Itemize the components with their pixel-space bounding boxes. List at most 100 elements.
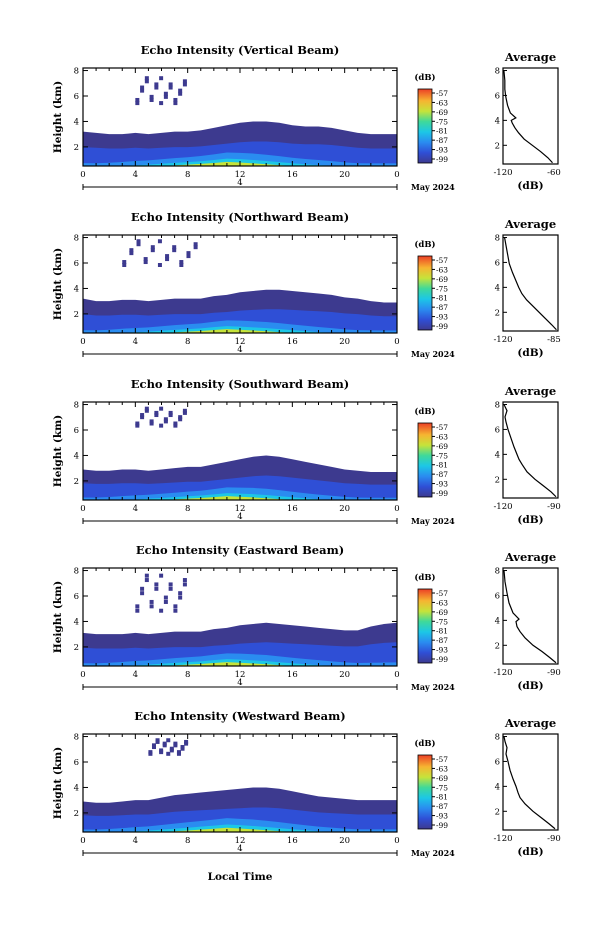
avg-y-tick-label: 4 [495, 782, 500, 792]
avg-frame [502, 567, 559, 665]
avg-profile-line [503, 237, 557, 331]
colorbar-tick-label: -63 [436, 598, 448, 607]
colorbar-tick-label: -57 [436, 589, 448, 598]
y-tick-label: 4 [74, 783, 79, 793]
panel-title: Echo Intensity (Eastward Beam) [136, 543, 344, 557]
avg-x-tick-label: -120 [493, 502, 512, 512]
echo-speck [135, 97, 140, 102]
x-tick-label: 0 [394, 504, 399, 514]
avg-title: Average [504, 550, 556, 564]
echo-speck [182, 578, 187, 583]
colorbar [417, 255, 433, 331]
day-marker: 4 [237, 178, 242, 188]
avg-y-tick-label: 6 [495, 91, 500, 101]
colorbar-tick-label: -93 [436, 646, 448, 655]
y-tick-label: 6 [74, 92, 79, 102]
echo-speck [165, 257, 170, 262]
echo-speck [173, 423, 178, 428]
x-tick-label: 12 [235, 670, 246, 680]
avg-y-tick-label: 2 [495, 641, 500, 651]
avg-frame [502, 401, 559, 499]
colorbar [417, 754, 433, 830]
x-tick-label: 0 [80, 836, 85, 846]
echo-speck [182, 82, 187, 87]
panel-3: Echo Intensity (Eastward Beam) 0 4 8 12 16 20 0… [52, 543, 561, 692]
y-tick-label: 4 [74, 451, 79, 461]
y-tick-label: 4 [74, 284, 79, 294]
avg-y-tick-label: 2 [495, 475, 500, 485]
avg-profile-line [503, 70, 553, 164]
echo-speck [135, 604, 140, 609]
colorbar-label: (dB) [414, 72, 435, 83]
echo-speck [193, 242, 198, 247]
colorbar-tick-label: -93 [436, 146, 448, 155]
avg-profile-line [503, 736, 556, 830]
colorbar-tick-label: -81 [436, 127, 448, 136]
echo-speck [165, 254, 170, 259]
echo-speck [186, 251, 191, 256]
echo-speck [166, 738, 171, 743]
echo-speck [179, 263, 184, 267]
y-tick-label: 4 [74, 617, 79, 627]
avg-title: Average [504, 217, 556, 231]
echo-heatmap [83, 76, 397, 166]
colorbar-tick-label: -87 [436, 802, 448, 811]
colorbar-tick-label: -69 [436, 774, 448, 783]
y-tick-label: 8 [74, 733, 79, 743]
echo-speck [149, 421, 154, 426]
avg-x-tick-label: -120 [493, 668, 512, 678]
echo-speck [163, 417, 168, 422]
colorbar-tick-label: -63 [436, 265, 448, 274]
colorbar-tick-label: -99 [436, 322, 448, 331]
echo-heatmap [83, 738, 397, 832]
avg-x-tick-label: -85 [547, 335, 561, 345]
colorbar-label: (dB) [414, 572, 435, 583]
colorbar-tick-label: -75 [436, 284, 448, 293]
echo-speck [178, 591, 183, 596]
echo-speck [148, 750, 153, 755]
date-label: May 2024 [411, 182, 455, 192]
avg-y-tick-label: 4 [495, 450, 500, 460]
echo-speck [140, 85, 145, 90]
echo-speck [179, 260, 184, 265]
echo-speck [149, 97, 154, 102]
echo-speck [157, 263, 162, 267]
avg-frame [502, 234, 559, 332]
avg-x-tick-label: -120 [493, 168, 512, 178]
avg-y-tick-label: 6 [495, 757, 500, 767]
colorbar-tick-label: -81 [436, 793, 448, 802]
echo-speck [168, 586, 173, 591]
avg-y-tick-label: 8 [495, 233, 500, 243]
echo-speck [173, 608, 178, 613]
colorbar-tick-label: -63 [436, 432, 448, 441]
avg-title: Average [504, 50, 556, 64]
x-tick-label: 0 [80, 504, 85, 514]
echo-speck [168, 82, 173, 87]
avg-frame [502, 67, 559, 165]
colorbar-tick-label: -75 [436, 617, 448, 626]
panel-0: Echo Intensity (Vertical Beam) 0 4 8 12 16 20 0… [52, 43, 561, 192]
colorbar-tick-label: -57 [436, 89, 448, 98]
echo-speck [144, 76, 149, 81]
echo-speck [143, 260, 148, 265]
echo-speck [162, 741, 167, 746]
avg-frame [502, 733, 559, 831]
x-tick-label: 20 [339, 170, 350, 180]
x-tick-label: 0 [80, 670, 85, 680]
echo-speck [154, 82, 159, 87]
x-tick-label: 20 [339, 504, 350, 514]
echo-speck [172, 248, 177, 253]
echo-speck [163, 419, 168, 424]
echo-speck [149, 419, 154, 424]
colorbar-tick-label: -87 [436, 470, 448, 479]
avg-y-tick-label: 4 [495, 283, 500, 293]
colorbar-tick-label: -81 [436, 627, 448, 636]
panel-1: Echo Intensity (Northward Beam)0 4 8 12 16 20… [52, 210, 561, 359]
avg-x-label: (dB) [517, 846, 543, 858]
echo-speck [154, 410, 159, 415]
x-tick-label: 8 [185, 504, 190, 514]
colorbar-label: (dB) [414, 239, 435, 250]
y-tick-label: 4 [74, 117, 79, 127]
x-tick-label: 0 [80, 170, 85, 180]
echo-speck [173, 741, 178, 746]
